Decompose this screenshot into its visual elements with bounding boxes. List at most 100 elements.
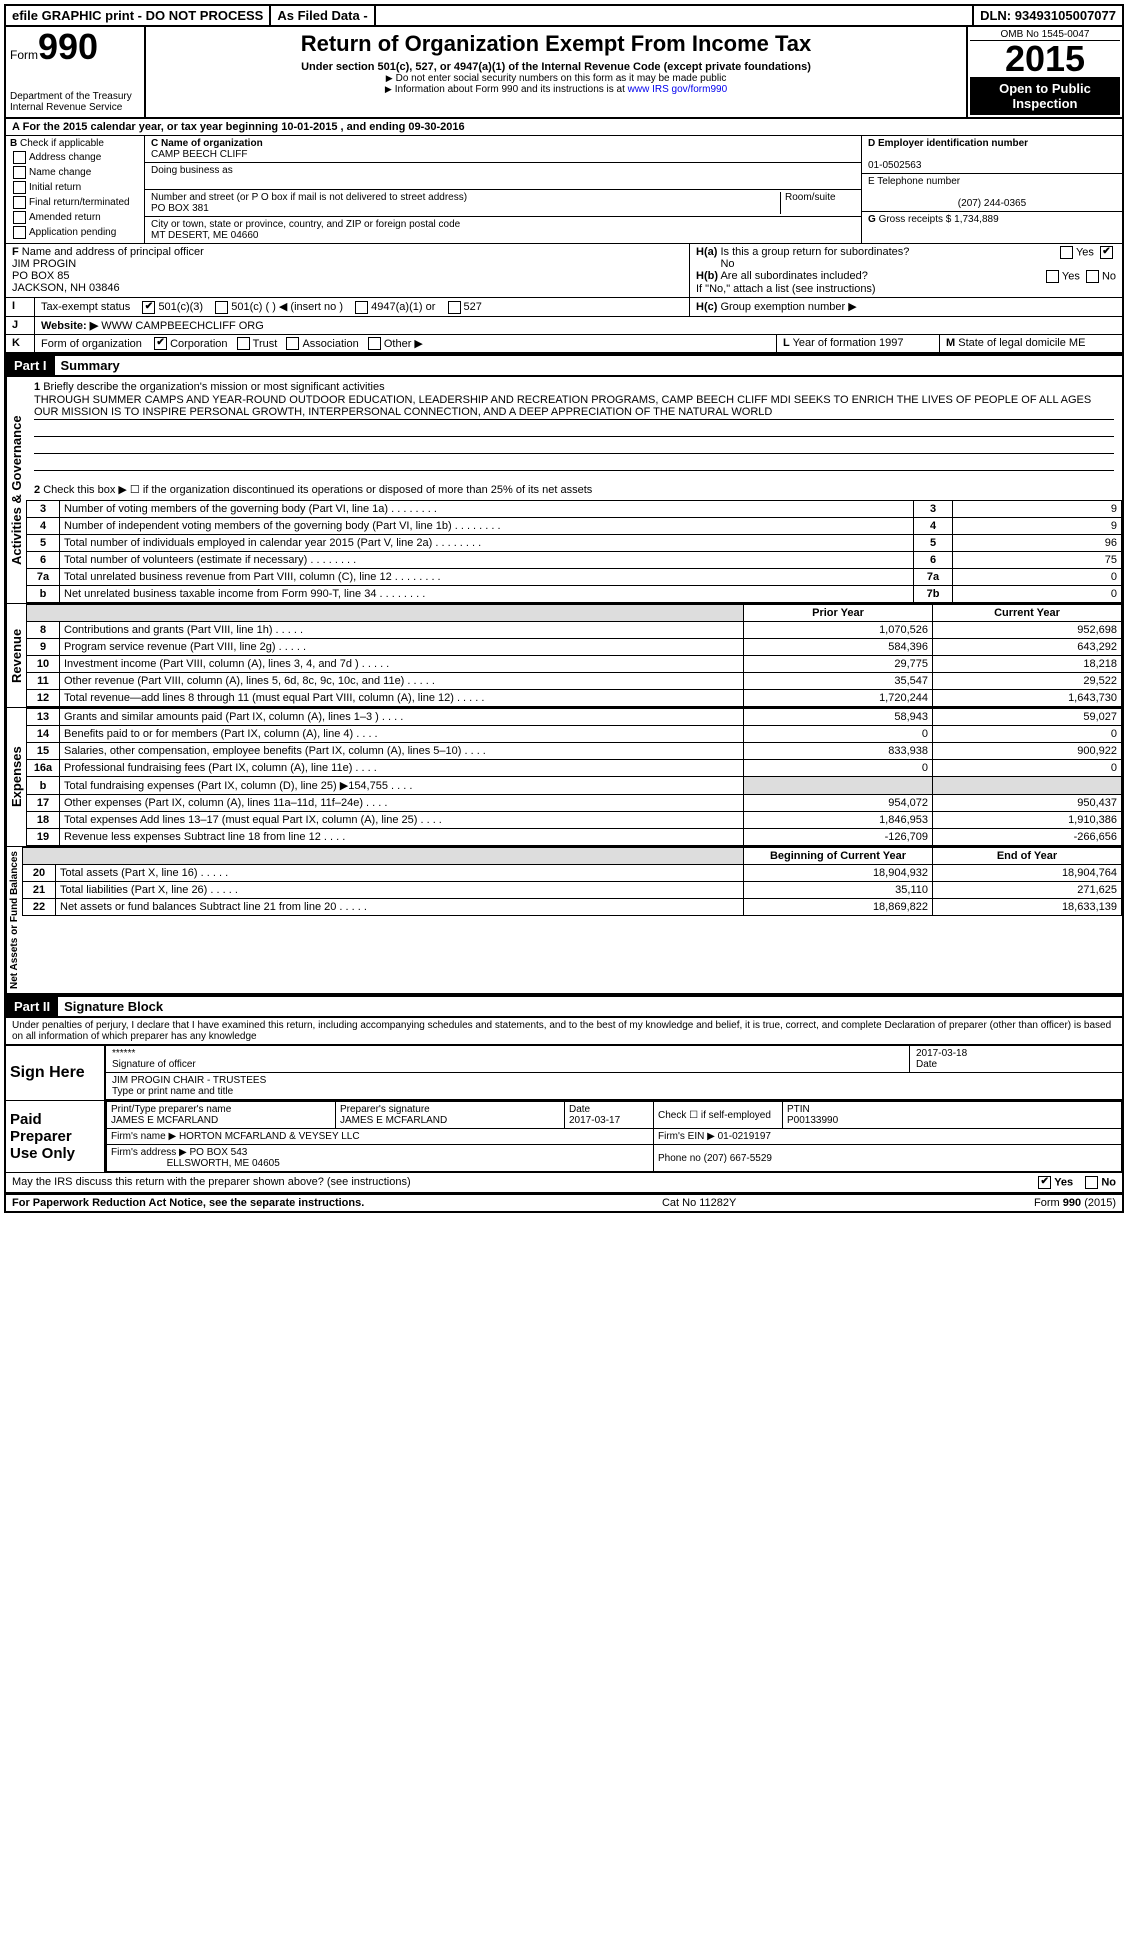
- table-row: 6Total number of volunteers (estimate if…: [27, 552, 1122, 569]
- table-row: 9Program service revenue (Part VIII, lin…: [27, 639, 1122, 656]
- form-subtitle: Under section 501(c), 527, or 4947(a)(1)…: [154, 61, 958, 73]
- table-row: 22Net assets or fund balances Subtract l…: [23, 899, 1122, 916]
- table-row: 17Other expenses (Part IX, column (A), l…: [27, 795, 1122, 812]
- dept-treasury: Department of the Treasury: [10, 91, 140, 102]
- cb-hb-no[interactable]: [1086, 270, 1099, 283]
- cb-ha-no[interactable]: [1100, 246, 1113, 259]
- cb-501c[interactable]: [215, 301, 228, 314]
- table-row: 8Contributions and grants (Part VIII, li…: [27, 622, 1122, 639]
- discuss-row: May the IRS discuss this return with the…: [6, 1173, 1122, 1194]
- table-row: 7aTotal unrelated business revenue from …: [27, 569, 1122, 586]
- row-a-ending: , and ending 09-30-2016: [341, 121, 465, 133]
- sign-date: 2017-03-18: [916, 1048, 1116, 1059]
- officer-addr2: JACKSON, NH 03846: [12, 282, 120, 294]
- table-row: 21Total liabilities (Part X, line 26) . …: [23, 882, 1122, 899]
- table-row: 10Investment income (Part VIII, column (…: [27, 656, 1122, 673]
- footer-left: For Paperwork Reduction Act Notice, see …: [12, 1197, 364, 1209]
- part-i-header: Part I Summary: [6, 354, 1122, 377]
- cb-amended-return[interactable]: [13, 211, 26, 224]
- cb-hb-yes[interactable]: [1046, 270, 1059, 283]
- row-j: J Website: ▶ WWW CAMPBEECHCLIFF ORG: [6, 317, 1122, 335]
- table-row: 3Number of voting members of the governi…: [27, 501, 1122, 518]
- open-to-public: Open to Public Inspection: [970, 77, 1120, 115]
- cb-name-change[interactable]: [13, 166, 26, 179]
- row-a: A For the 2015 calendar year, or tax yea…: [6, 119, 1122, 136]
- ptin-value: P00133990: [787, 1115, 1117, 1126]
- dln-cell: DLN: 93493105007077: [974, 6, 1122, 25]
- top-bar: efile GRAPHIC print - DO NOT PROCESS As …: [6, 6, 1122, 27]
- h-a-value: No: [720, 258, 734, 270]
- officer-name: JIM PROGIN: [12, 258, 76, 270]
- tax-year: 2015: [970, 41, 1120, 77]
- website-value: WWW CAMPBEECHCLIFF ORG: [101, 320, 264, 332]
- header-left: Form990 Department of the Treasury Inter…: [6, 27, 146, 117]
- officer-addr1: PO BOX 85: [12, 270, 69, 282]
- dln-label: DLN:: [980, 8, 1011, 23]
- preparer-date: 2017-03-17: [569, 1115, 649, 1126]
- table-row: 11Other revenue (Part VIII, column (A), …: [27, 673, 1122, 690]
- table-row: 19Revenue less expenses Subtract line 18…: [27, 829, 1122, 846]
- table-row: 13Grants and similar amounts paid (Part …: [27, 709, 1122, 726]
- vlabel-expenses: Expenses: [6, 708, 26, 846]
- firm-ein: 01-0219197: [718, 1131, 771, 1142]
- paid-preparer-label: Paid Preparer Use Only: [6, 1101, 106, 1172]
- dln-value: 93493105007077: [1015, 8, 1116, 23]
- cb-trust[interactable]: [237, 337, 250, 350]
- cb-final-return[interactable]: [13, 196, 26, 209]
- ssn-note: Do not enter social security numbers on …: [154, 73, 958, 84]
- table-row: bTotal fundraising expenses (Part IX, co…: [27, 777, 1122, 795]
- box-c: C Name of organization CAMP BEECH CLIFF …: [145, 136, 862, 243]
- as-filed: As Filed Data -: [271, 6, 375, 25]
- cb-discuss-yes[interactable]: [1038, 1176, 1051, 1189]
- cb-address-change[interactable]: [13, 151, 26, 164]
- form-title: Return of Organization Exempt From Incom…: [154, 31, 958, 57]
- footer-mid: Cat No 11282Y: [662, 1197, 736, 1209]
- perjury-statement: Under penalties of perjury, I declare th…: [6, 1018, 1122, 1044]
- revenue-block: Revenue Prior YearCurrent Year8Contribut…: [6, 604, 1122, 708]
- state-domicile: ME: [1069, 337, 1086, 349]
- cb-initial-return[interactable]: [13, 181, 26, 194]
- sign-here-label: Sign Here: [6, 1046, 106, 1100]
- info-note: Information about Form 990 and its instr…: [154, 84, 958, 95]
- mission-text: THROUGH SUMMER CAMPS AND YEAR-ROUND OUTD…: [34, 393, 1114, 420]
- cb-discuss-no[interactable]: [1085, 1176, 1098, 1189]
- cb-association[interactable]: [286, 337, 299, 350]
- netassets-table: Beginning of Current YearEnd of Year20To…: [22, 847, 1122, 916]
- cb-501c3[interactable]: [142, 301, 155, 314]
- cb-527[interactable]: [448, 301, 461, 314]
- table-row: 15Salaries, other compensation, employee…: [27, 743, 1122, 760]
- expenses-block: Expenses 13Grants and similar amounts pa…: [6, 708, 1122, 847]
- topbar-spacer: [376, 6, 974, 25]
- revenue-table: Prior YearCurrent Year8Contributions and…: [26, 604, 1122, 707]
- sign-here-row: Sign Here ****** Signature of officer 20…: [6, 1044, 1122, 1101]
- table-row: 12Total revenue—add lines 8 through 11 (…: [27, 690, 1122, 707]
- table-row: 5Total number of individuals employed in…: [27, 535, 1122, 552]
- efile-notice: efile GRAPHIC print - DO NOT PROCESS: [6, 6, 271, 25]
- table-row: 16aProfessional fundraising fees (Part I…: [27, 760, 1122, 777]
- table-row: 20Total assets (Part X, line 16) . . . .…: [23, 865, 1122, 882]
- ein-value: 01-0502563: [868, 160, 921, 171]
- cb-other[interactable]: [368, 337, 381, 350]
- vlabel-governance: Activities & Governance: [6, 377, 26, 603]
- section-bcdeg: B Check if applicable Address change Nam…: [6, 136, 1122, 244]
- cb-4947[interactable]: [355, 301, 368, 314]
- dept-irs: Internal Revenue Service: [10, 102, 140, 113]
- header-mid: Return of Organization Exempt From Incom…: [146, 27, 966, 117]
- netassets-block: Net Assets or Fund Balances Beginning of…: [6, 847, 1122, 995]
- box-b: B Check if applicable Address change Nam…: [6, 136, 145, 243]
- table-row: bNet unrelated business taxable income f…: [27, 586, 1122, 603]
- cb-corporation[interactable]: [154, 337, 167, 350]
- city-state-zip: MT DESERT, ME 04660: [151, 230, 855, 241]
- firm-name: HORTON MCFARLAND & VEYSEY LLC: [179, 1131, 360, 1142]
- cb-application-pending[interactable]: [13, 226, 26, 239]
- paid-preparer-row: Paid Preparer Use Only Print/Type prepar…: [6, 1101, 1122, 1173]
- row-fh: F Name and address of principal officer …: [6, 244, 1122, 298]
- irs-link[interactable]: www IRS gov/form990: [628, 84, 727, 95]
- expenses-table: 13Grants and similar amounts paid (Part …: [26, 708, 1122, 846]
- firm-phone: (207) 667-5529: [704, 1153, 772, 1164]
- governance-table: 3Number of voting members of the governi…: [26, 500, 1122, 603]
- cb-ha-yes[interactable]: [1060, 246, 1073, 259]
- footer-right: Form 990 (2015): [1034, 1197, 1116, 1209]
- table-row: 14Benefits paid to or for members (Part …: [27, 726, 1122, 743]
- footer: For Paperwork Reduction Act Notice, see …: [6, 1194, 1122, 1211]
